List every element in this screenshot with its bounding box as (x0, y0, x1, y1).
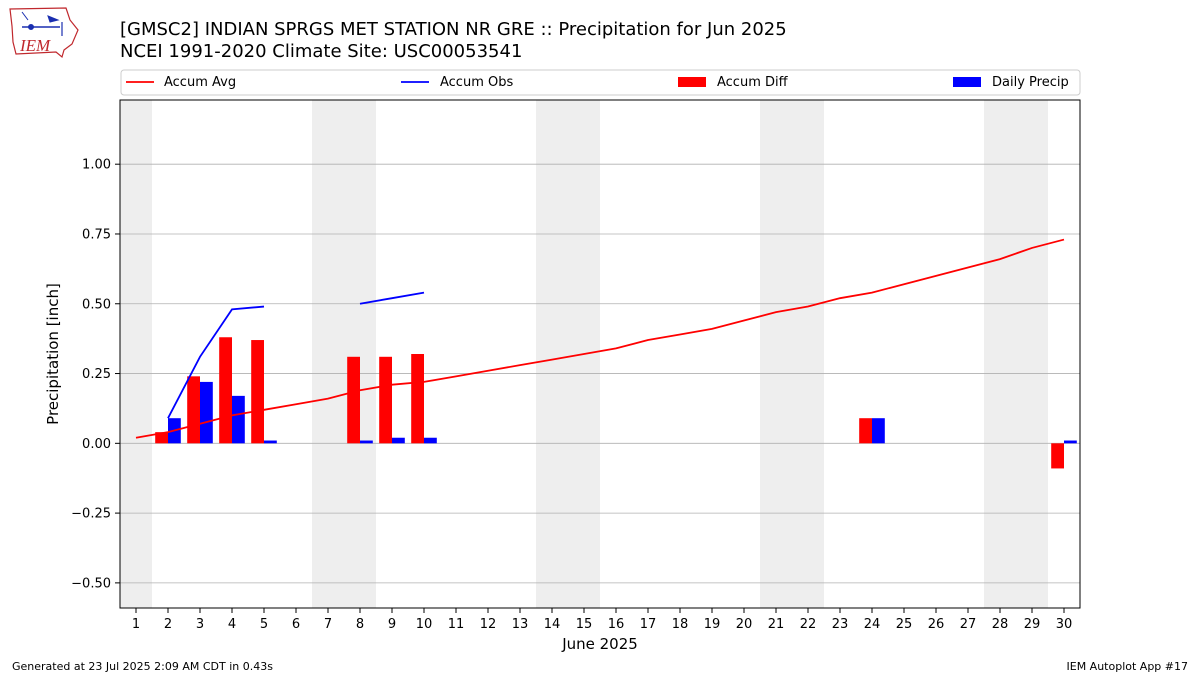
x-tick-label: 28 (992, 617, 1009, 632)
x-tick-label: 26 (928, 617, 945, 632)
logo-text: IEM (19, 36, 51, 55)
y-axis-ticks: −0.50 −0.25 0.00 0.25 0.50 0.75 1.00 (71, 158, 120, 591)
y-tick-label: −0.50 (71, 576, 111, 591)
legend-label-accum-avg: Accum Avg (164, 75, 236, 90)
y-tick-label: 0.25 (82, 367, 111, 382)
daily-precip-bar (232, 395, 245, 444)
x-tick-label: 1 (132, 617, 140, 632)
plot-frame (119, 99, 1081, 609)
chart-subtitle: NCEI 1991-2020 Climate Site: USC00053541 (120, 41, 522, 62)
y-tick-label: 0.75 (82, 227, 111, 242)
daily-precip-bar (200, 381, 213, 444)
x-tick-label: 25 (896, 617, 913, 632)
footer-app: IEM Autoplot App #17 (1067, 660, 1189, 673)
accum-diff-bar (155, 432, 168, 444)
weekend-band (760, 100, 824, 608)
daily-precip-bar (360, 440, 373, 444)
accum-obs-line (167, 291, 425, 419)
x-tick-label: 20 (736, 617, 753, 632)
y-tick-label: 0.00 (82, 437, 111, 452)
x-tick-label: 2 (164, 617, 172, 632)
accum-diff-bar (859, 418, 872, 444)
x-axis-ticks: 1 2 3 4 5 6 7 8 9 10 11 12 13 14 15 16 17 18 19 20 21 22 23 24 2… (132, 608, 1072, 632)
x-tick-label: 6 (292, 617, 300, 632)
x-axis-label: June 2025 (561, 635, 638, 653)
accum-avg-line (135, 238, 1065, 439)
x-tick-label: 21 (768, 617, 785, 632)
x-tick-label: 5 (260, 617, 268, 632)
iowa-outline-icon (9, 7, 79, 59)
chart-title: [GMSC2] INDIAN SPRGS MET STATION NR GRE … (120, 19, 787, 40)
daily-precip-bars (168, 381, 1077, 444)
weekend-band (984, 100, 1048, 608)
legend-label-accum-diff: Accum Diff (717, 75, 789, 90)
weekend-band (312, 100, 376, 608)
daily-precip-bar (264, 440, 277, 444)
x-tick-label: 29 (1024, 617, 1041, 632)
legend-label-accum-obs: Accum Obs (440, 75, 513, 90)
x-tick-label: 23 (832, 617, 849, 632)
x-tick-label: 19 (704, 617, 721, 632)
x-tick-label: 30 (1056, 617, 1073, 632)
x-tick-label: 11 (448, 617, 465, 632)
accum-diff-bar (187, 376, 200, 444)
accum-diff-bar (411, 354, 424, 444)
x-tick-label: 17 (640, 617, 657, 632)
x-tick-label: 27 (960, 617, 977, 632)
y-tick-label: 1.00 (82, 158, 111, 173)
x-tick-label: 3 (196, 617, 204, 632)
x-tick-label: 13 (512, 617, 529, 632)
y-axis-label: Precipitation [inch] (44, 283, 62, 425)
footer-generated: Generated at 23 Jul 2025 2:09 AM CDT in … (12, 660, 273, 673)
legend: Accum Avg Accum Obs Accum Diff Daily Pre… (120, 69, 1081, 96)
weekend-band (120, 100, 152, 608)
x-tick-label: 8 (356, 617, 364, 632)
x-tick-label: 18 (672, 617, 689, 632)
accum-diff-bar (219, 337, 232, 444)
x-tick-label: 22 (800, 617, 817, 632)
x-tick-label: 14 (544, 617, 561, 632)
x-tick-label: 7 (324, 617, 332, 632)
accum-diff-bar (347, 356, 360, 444)
daily-precip-bar (424, 437, 437, 444)
gridlines (120, 163, 1080, 584)
accum-diff-bars (155, 337, 1064, 469)
legend-label-daily-precip: Daily Precip (992, 75, 1069, 90)
daily-precip-bar (392, 437, 405, 444)
daily-precip-bar (872, 418, 885, 444)
x-tick-label: 24 (864, 617, 881, 632)
legend-swatch-daily-precip (953, 77, 981, 87)
daily-precip-bar (1064, 440, 1077, 444)
accum-diff-bar (1051, 443, 1064, 469)
x-tick-label: 16 (608, 617, 625, 632)
plot-area: 1 2 3 4 5 6 7 8 9 10 11 12 13 14 15 16 17 18 19 20 21 22 23 24 2… (71, 99, 1081, 632)
legend-frame (120, 69, 1081, 96)
x-tick-label: 12 (480, 617, 497, 632)
x-tick-label: 15 (576, 617, 593, 632)
x-tick-label: 10 (416, 617, 433, 632)
legend-swatch-accum-diff (678, 77, 706, 87)
accum-diff-bar (379, 356, 392, 444)
weekend-band (536, 100, 600, 608)
iem-logo: IEM (9, 7, 79, 59)
y-tick-label: −0.25 (71, 507, 111, 522)
y-tick-label: 0.50 (82, 297, 111, 312)
weather-station-icon (21, 11, 63, 36)
weekend-shading (120, 100, 1048, 608)
x-tick-label: 4 (228, 617, 236, 632)
accum-diff-bar (251, 340, 264, 444)
x-tick-label: 9 (388, 617, 396, 632)
